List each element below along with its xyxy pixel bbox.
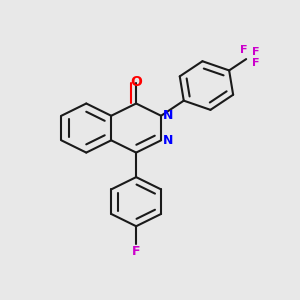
- Text: F: F: [252, 47, 260, 57]
- Text: N: N: [163, 134, 173, 147]
- Text: F: F: [240, 45, 247, 55]
- Text: F: F: [132, 245, 140, 258]
- Text: N: N: [163, 109, 173, 122]
- Text: F: F: [252, 58, 260, 68]
- Text: O: O: [130, 75, 142, 89]
